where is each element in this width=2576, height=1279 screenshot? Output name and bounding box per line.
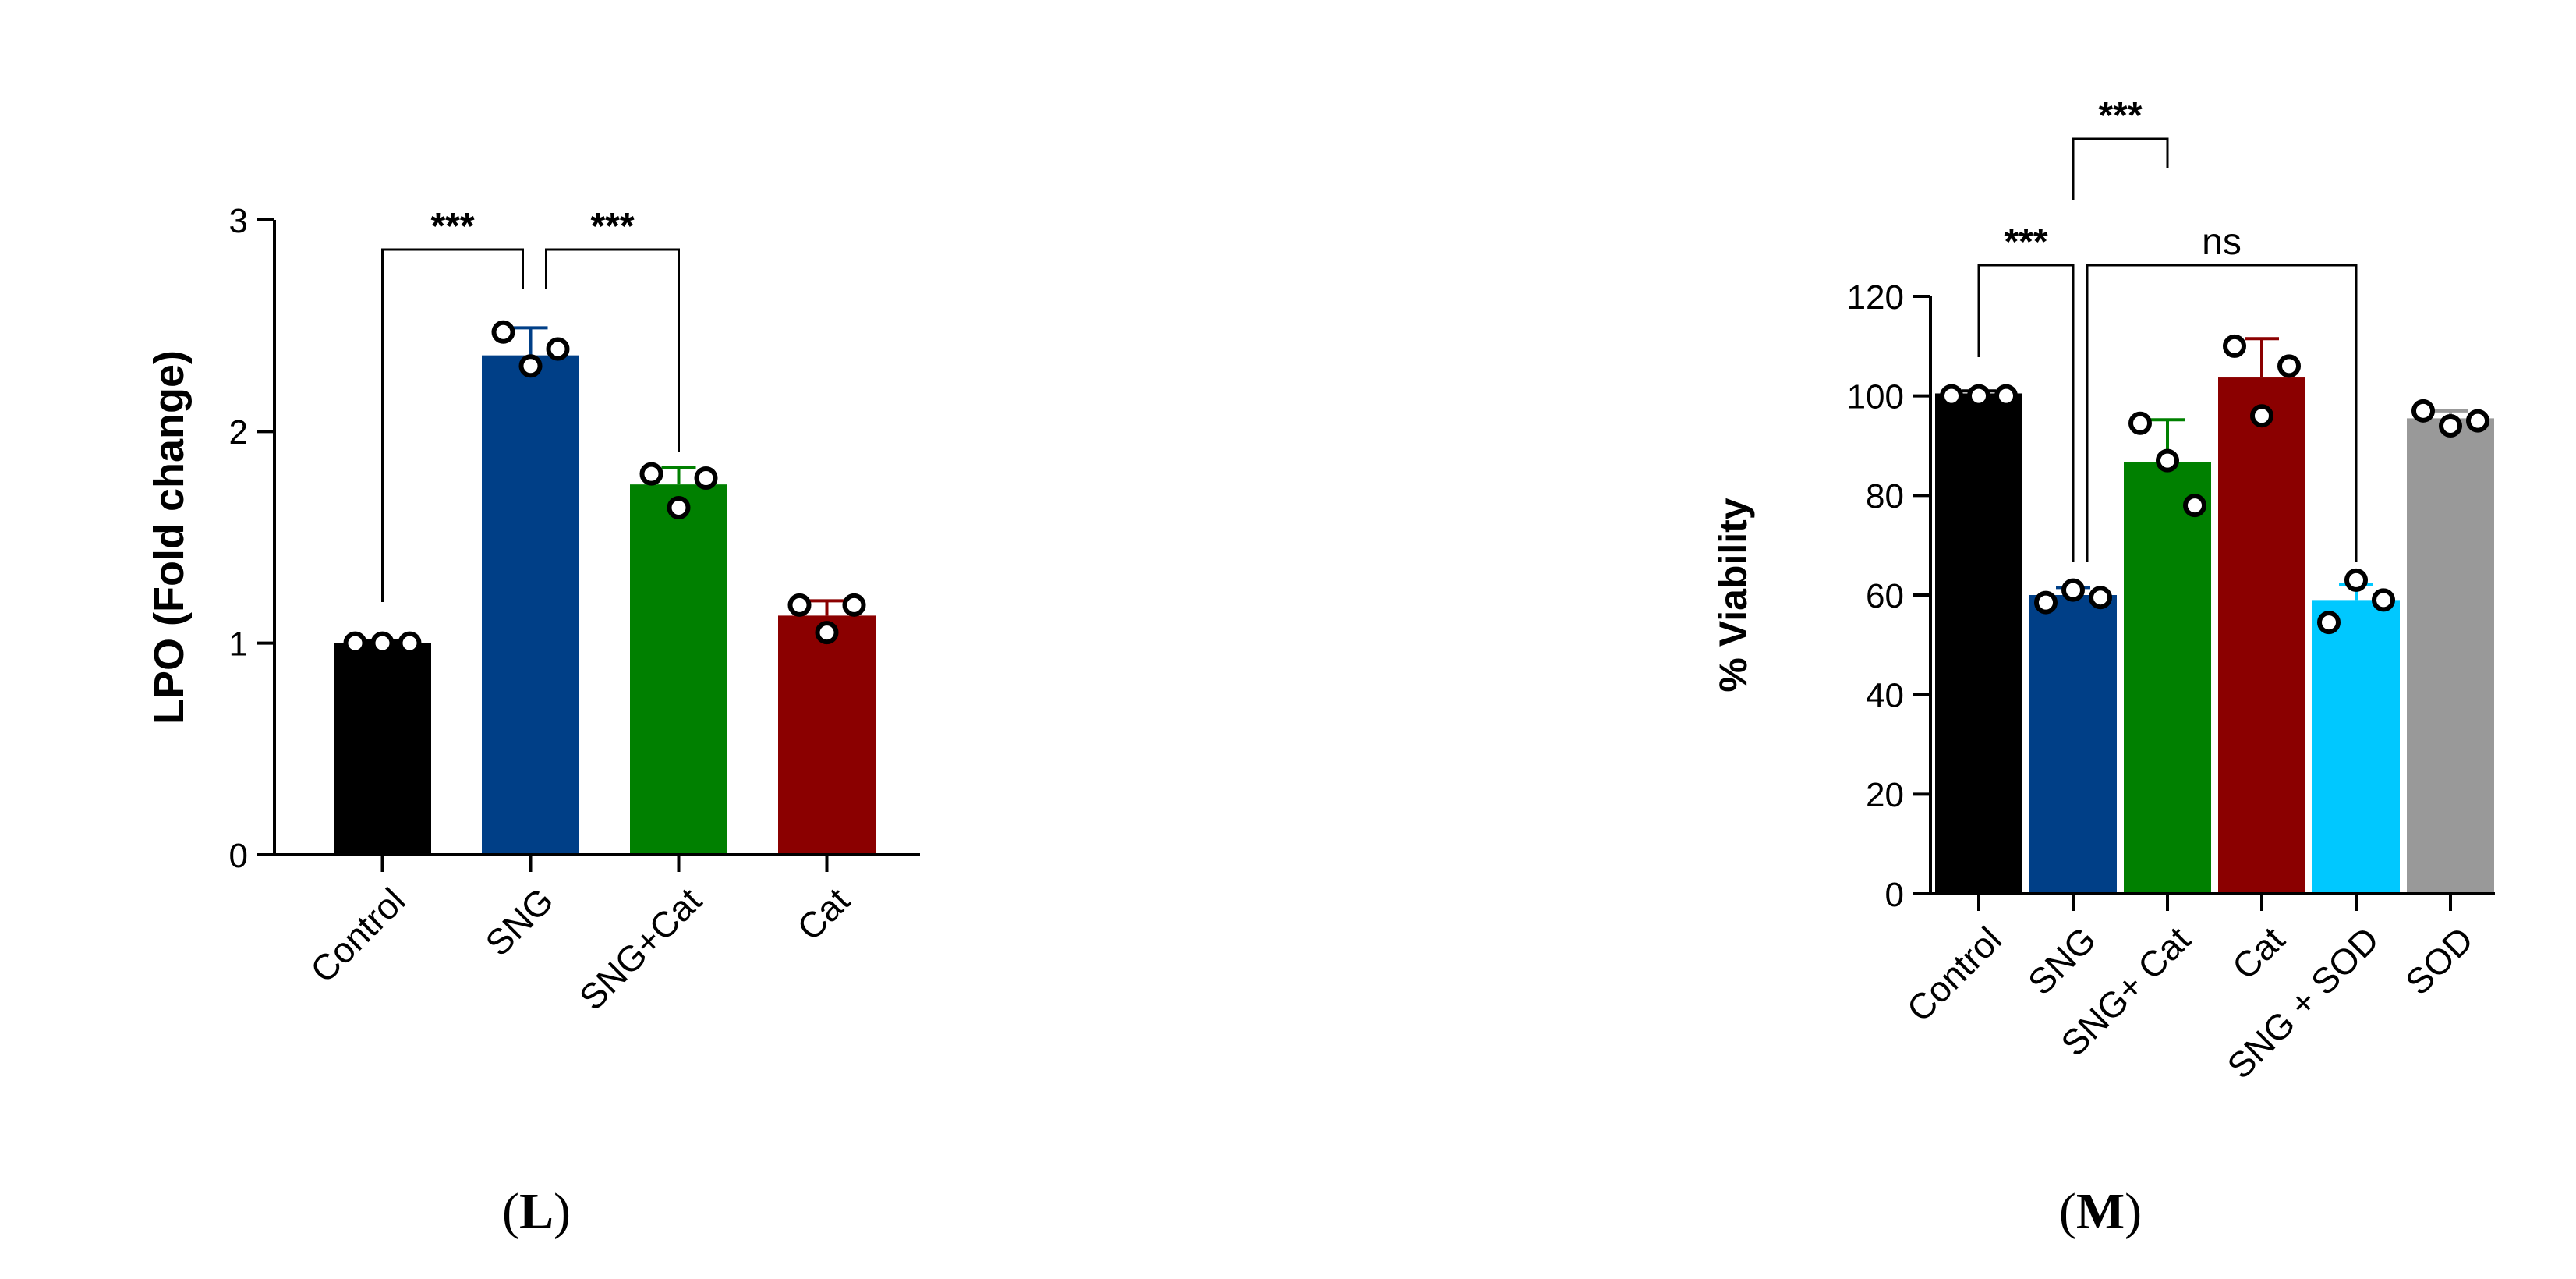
significance-label-2: ns: [2202, 221, 2242, 263]
x-tick-label-3: Cat: [2224, 919, 2293, 987]
significance-label-1: ***: [590, 206, 634, 247]
x-tick-label-3: Cat: [789, 880, 858, 948]
y-tick-label-6: 120: [1847, 278, 1904, 317]
y-tick-label-3: 3: [229, 202, 248, 240]
bar-0: [1935, 393, 2022, 895]
significance-label-0: ***: [2004, 221, 2047, 263]
y-axis-label: % Viability: [1711, 498, 1755, 692]
significance-bracket-0: [381, 248, 524, 602]
x-tick-label-0: Control: [1898, 919, 2009, 1029]
data-point-2-0: [639, 462, 663, 486]
data-point-0-2: [398, 631, 422, 655]
panel-label: (M): [2059, 1183, 2142, 1240]
data-point-3-2: [842, 593, 866, 617]
panel-label-close: ): [554, 1183, 571, 1240]
bar-1: [2029, 595, 2117, 894]
bar-4: [2312, 600, 2400, 894]
significance-bracket-1: [2072, 137, 2169, 200]
panel-label-close: ): [2125, 1183, 2142, 1240]
data-point-2-1: [667, 496, 691, 520]
data-point-3-2: [2277, 354, 2301, 378]
y-tick-label-0: 0: [1885, 876, 1904, 914]
data-point-3-1: [815, 621, 839, 645]
data-point-1-0: [491, 320, 515, 344]
data-point-4-0: [2317, 611, 2341, 635]
chart-panel-lpo: 0 1 2 3 Control SNG SNG+Cat Cat LPO (Fold change…: [146, 202, 920, 1240]
data-point-1-0: [2034, 590, 2058, 615]
bar-3: [2218, 377, 2305, 894]
data-point-4-2: [2372, 588, 2395, 612]
bar-2: [2124, 462, 2211, 894]
data-point-2-2: [694, 466, 718, 491]
data-point-1-2: [546, 337, 570, 361]
data-point-2-2: [2183, 494, 2206, 518]
bar-0: [334, 643, 431, 855]
data-point-0-2: [1994, 384, 2018, 408]
bar-3: [778, 615, 876, 855]
bar-2: [630, 484, 727, 855]
significance-label-1: ***: [2098, 95, 2142, 136]
significance-bracket-1: [545, 248, 680, 452]
data-point-0-0: [343, 631, 367, 655]
y-tick-label-5: 100: [1847, 378, 1904, 416]
x-tick-label-2: SNG+Cat: [571, 880, 709, 1018]
y-tick-label-2: 2: [229, 413, 248, 452]
x-tick-label-1: SNG: [477, 880, 561, 963]
data-point-2-1: [2156, 448, 2179, 473]
data-point-1-1: [518, 354, 543, 378]
y-tick-label-1: 1: [229, 625, 248, 664]
data-point-1-2: [2089, 586, 2112, 610]
panel-label-letter: L: [519, 1183, 554, 1240]
data-point-0-1: [370, 631, 395, 655]
y-tick-label-0: 0: [229, 837, 248, 875]
data-point-0-1: [1967, 384, 1990, 408]
panel-label: (L): [502, 1183, 571, 1240]
x-tick-label-0: Control: [303, 880, 413, 990]
panel-label-letter: M: [2076, 1183, 2125, 1240]
x-tick-label-1: SNG: [2020, 919, 2104, 1002]
data-point-3-1: [2250, 404, 2273, 428]
bar-1: [482, 355, 579, 855]
y-tick-label-2: 40: [1866, 677, 1904, 715]
y-tick-label-4: 80: [1866, 477, 1904, 515]
data-point-5-0: [2411, 399, 2435, 423]
data-point-3-0: [2223, 334, 2246, 358]
data-point-2-0: [2128, 411, 2152, 435]
significance-label-0: ***: [430, 206, 474, 247]
bar-5: [2407, 418, 2494, 894]
y-axis-label: LPO (Fold change): [146, 350, 193, 725]
significance-bracket-0: [1977, 264, 2075, 562]
panel-label-open: (: [2059, 1183, 2076, 1240]
significance-bracket-2: [2086, 264, 2358, 562]
y-tick-label-1: 20: [1866, 776, 1904, 814]
y-tick-label-3: 60: [1866, 577, 1904, 615]
data-point-4-1: [2344, 568, 2368, 592]
data-point-5-1: [2439, 413, 2462, 438]
panel-label-open: (: [502, 1183, 519, 1240]
x-tick-label-5: SOD: [2397, 919, 2481, 1002]
data-point-0-0: [1940, 384, 1963, 408]
data-point-5-2: [2466, 409, 2489, 433]
data-point-3-0: [787, 593, 812, 617]
data-point-1-1: [2061, 578, 2085, 602]
